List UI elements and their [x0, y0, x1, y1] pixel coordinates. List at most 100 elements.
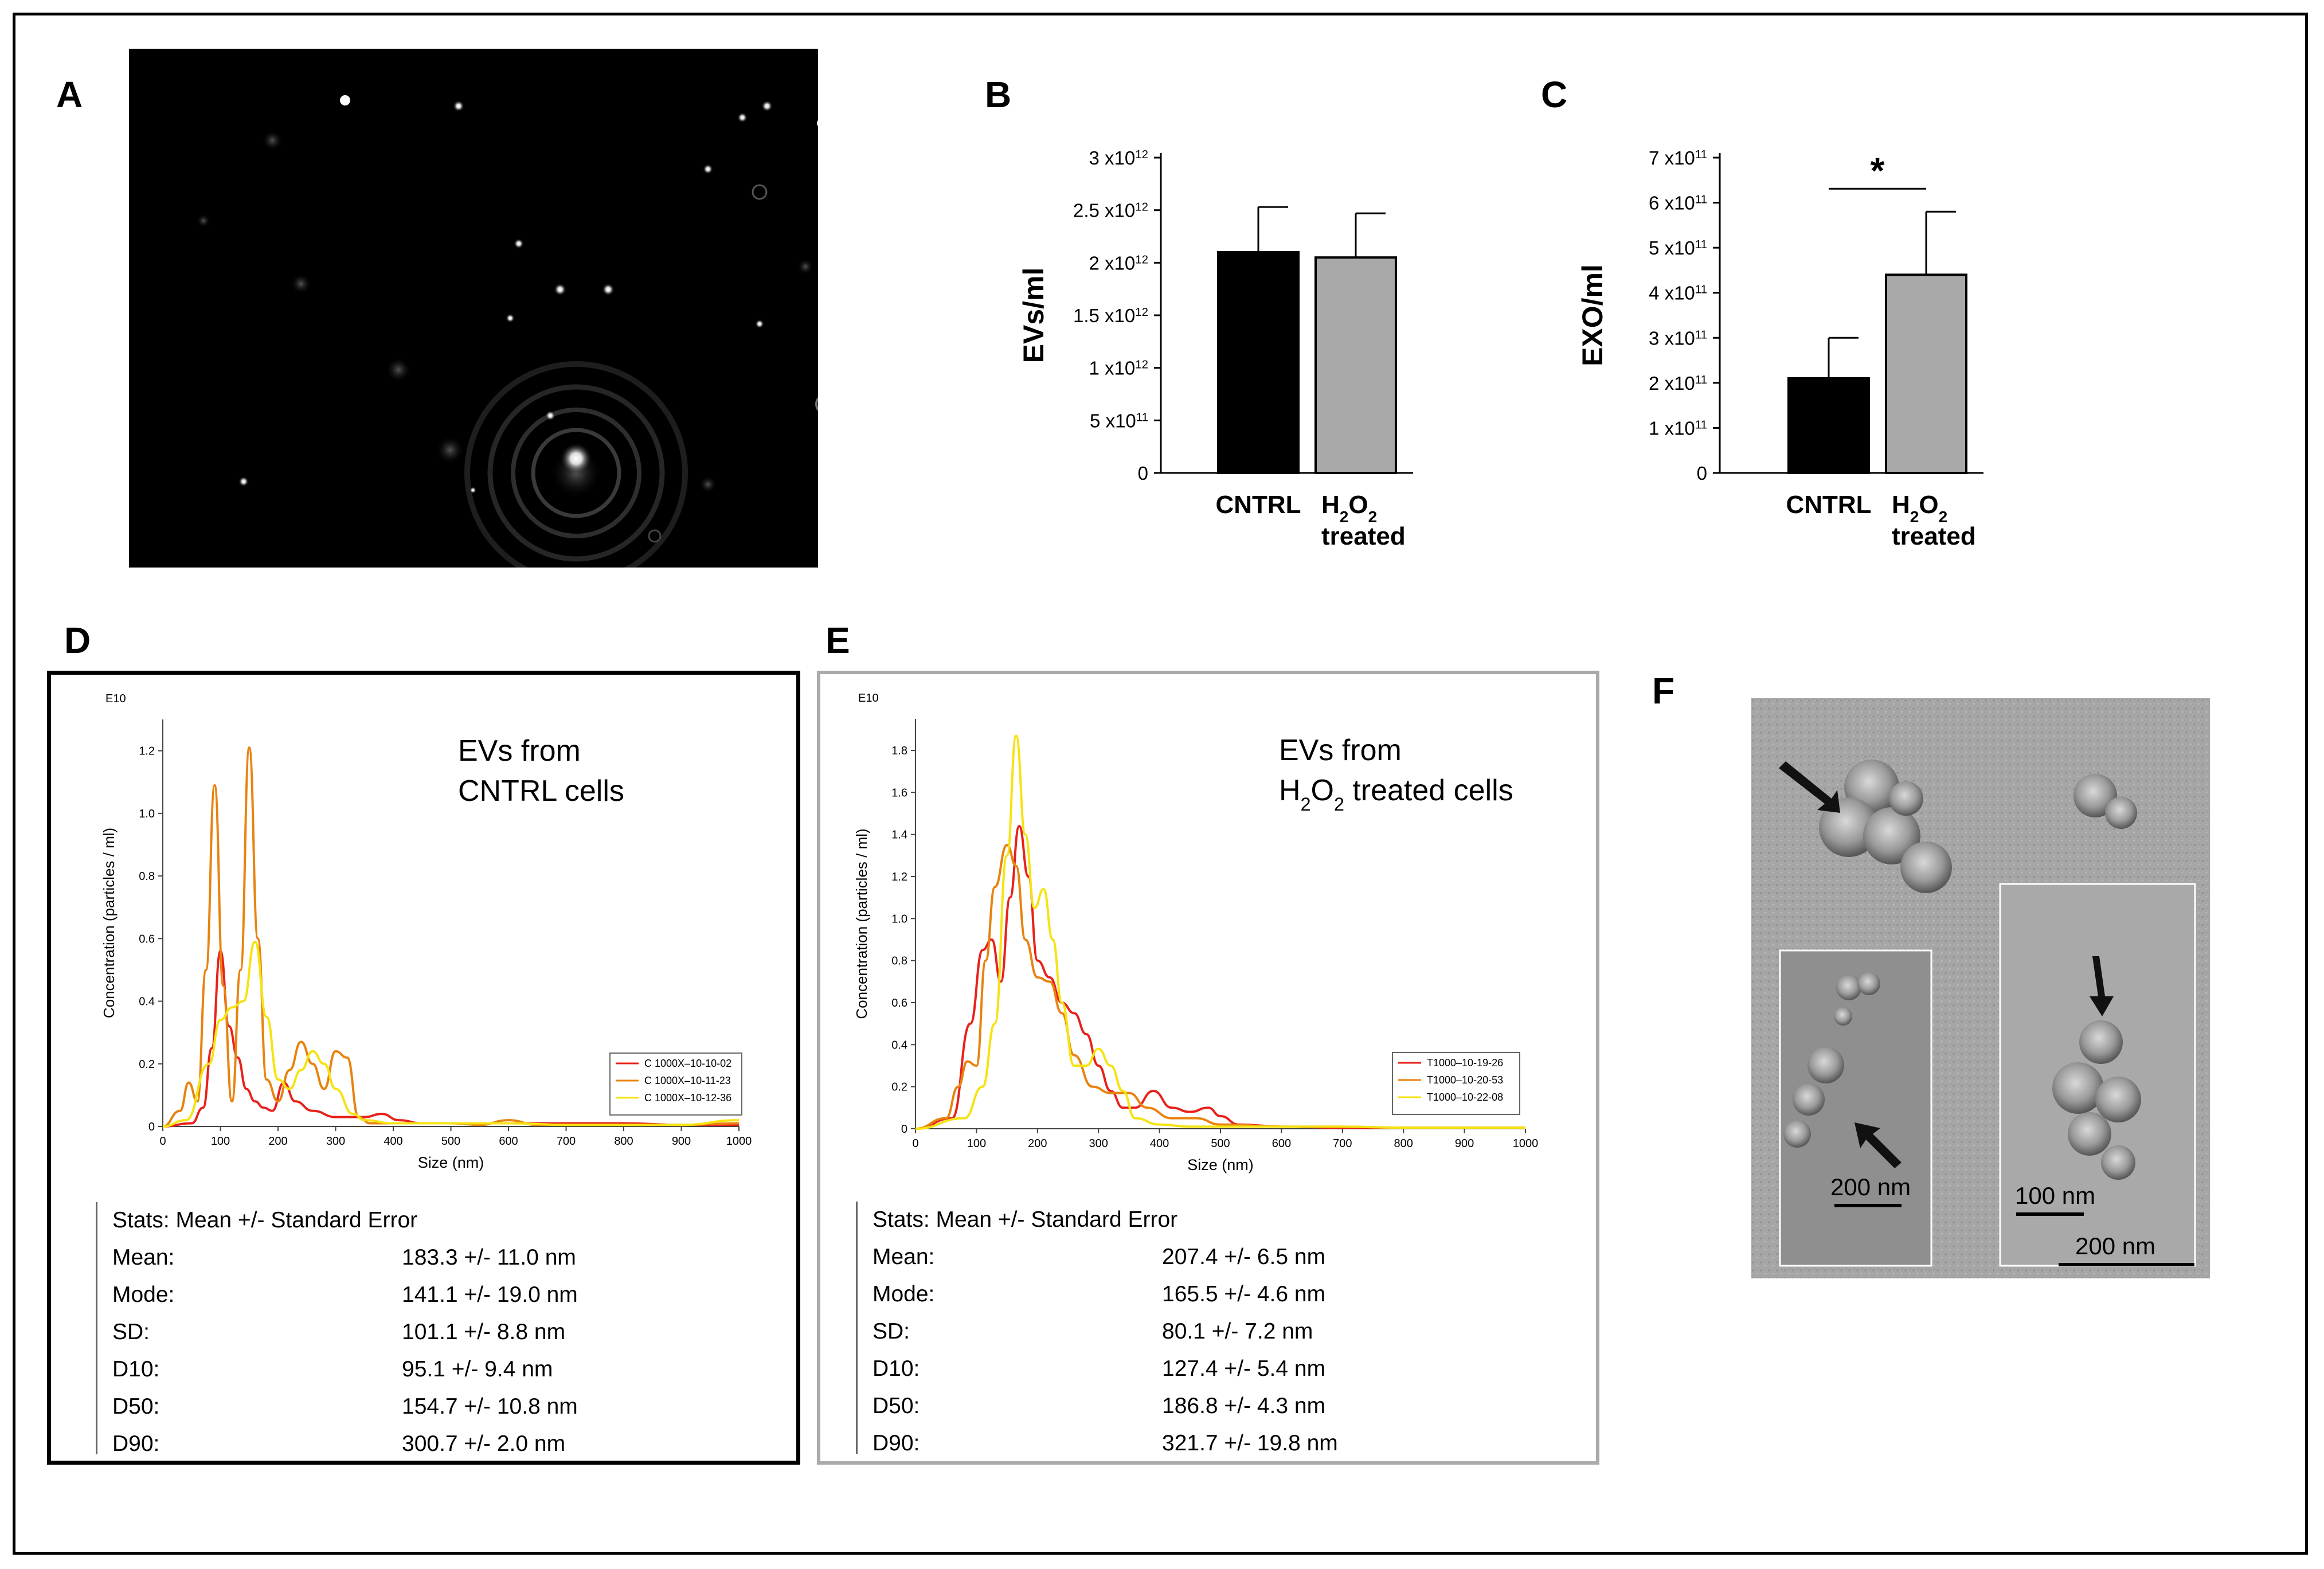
series-line — [915, 734, 1525, 1130]
x-tick-label: CNTRL — [1215, 491, 1301, 519]
x-tick-label: 900 — [672, 1135, 691, 1148]
x-tick-label-line2: treated — [1892, 522, 1976, 550]
x-tick-label: 600 — [1272, 1137, 1291, 1150]
y-tick-label: 0.2 — [139, 1058, 155, 1071]
chart-size-distribution-cntrl: E10 0 0.2 0.4 0.6 0.8 1.0 1.2 0 100 200 300 400 500 60… — [100, 692, 752, 1171]
y-scale-label: E10 — [105, 692, 126, 705]
panel-label-e: E — [825, 620, 850, 661]
x-tick-label: 400 — [384, 1135, 402, 1148]
x-tick-label: H2O2 — [1321, 491, 1377, 526]
stats-table-treated: Stats: Mean +/- Standard Error Mean: 207.… — [856, 1202, 1488, 1455]
series-line — [162, 940, 740, 1128]
x-tick-label: 1000 — [726, 1135, 752, 1148]
y-tick-label: 2.5 x1012 — [1073, 200, 1148, 221]
stats-header: Stats: Mean +/- Standard Error — [873, 1207, 1178, 1232]
x-tick-label: 100 — [967, 1137, 986, 1150]
y-tick-label: 2 x1012 — [1089, 252, 1148, 273]
y-axis-label: Concentration (particles / ml) — [853, 828, 870, 1019]
stats-row: D10: 95.1 +/- 9.4 nm — [112, 1357, 553, 1382]
y-tick-label: 5 x1011 — [1649, 237, 1707, 259]
stats-header: Stats: Mean +/- Standard Error — [112, 1208, 418, 1232]
panel-d-box: E10 0 0.2 0.4 0.6 0.8 1.0 1.2 0 100 200 300 400 500 60… — [47, 671, 800, 1465]
y-tick-label: 0.4 — [891, 1039, 907, 1051]
legend-label: T1000–10-22-08 — [1427, 1091, 1503, 1103]
y-tick-label: 0.6 — [891, 997, 907, 1010]
significance-star: * — [1871, 150, 1885, 191]
y-tick-label: 1.0 — [891, 913, 907, 925]
y-tick-label: 1 x1011 — [1649, 417, 1707, 439]
y-scale-label: E10 — [858, 692, 879, 705]
stats-row: D50: 186.8 +/- 4.3 nm — [873, 1394, 1326, 1418]
x-tick-label: H2O2 — [1892, 491, 1947, 526]
x-tick-label: 500 — [1211, 1137, 1230, 1150]
bar — [1217, 251, 1300, 474]
y-tick-label: 4 x1011 — [1649, 283, 1707, 304]
legend-label: T1000–10-19-26 — [1427, 1057, 1503, 1069]
chart-title: EVs from — [1279, 734, 1402, 767]
scale-label: 200 nm — [1830, 1173, 1911, 1200]
panel-e-box: E10 0 0.2 0.4 0.6 0.8 1.0 1.2 1.4 1.6 1.8 0 100 200 30… — [817, 671, 1599, 1465]
y-axis-label: Concentration (particles / ml) — [100, 828, 118, 1018]
y-tick-label: 1.0 — [139, 808, 155, 820]
scale-label: 100 nm — [2015, 1182, 2095, 1209]
x-tick-label: 500 — [441, 1135, 460, 1148]
y-axis-label: EVs/ml — [1018, 268, 1050, 363]
stats-row: D90: 321.7 +/- 19.8 nm — [873, 1431, 1338, 1455]
stats-row: Mean: 183.3 +/- 11.0 nm — [112, 1245, 576, 1270]
stats-row: SD: 80.1 +/- 7.2 nm — [873, 1319, 1313, 1344]
y-tick-label: 5 x1011 — [1090, 410, 1148, 431]
arrow-icon — [2090, 956, 2114, 1016]
chart-title: H2O2 treated cells — [1279, 774, 1513, 815]
y-tick-label: 6 x1011 — [1649, 193, 1707, 214]
figure-frame — [13, 13, 2308, 1555]
stats-row: D90: 300.7 +/- 2.0 nm — [112, 1431, 566, 1456]
y-tick-label: 0.6 — [139, 933, 155, 945]
nta-particles — [197, 95, 818, 568]
x-tick-label: 300 — [326, 1135, 345, 1148]
legend-box — [1392, 1052, 1520, 1115]
x-tick-label: 100 — [211, 1135, 230, 1148]
arrow-icon — [1854, 1122, 1902, 1168]
stats-row: D50: 154.7 +/- 10.8 nm — [112, 1394, 578, 1419]
x-tick-label: 300 — [1089, 1137, 1108, 1150]
x-tick-label: CNTRL — [1786, 491, 1871, 519]
stats-row: Mode: 141.1 +/- 19.0 nm — [112, 1282, 578, 1307]
y-tick-label: 2 x1011 — [1649, 373, 1707, 394]
stats-row: SD: 101.1 +/- 8.8 nm — [112, 1320, 566, 1344]
panel-label-a: A — [56, 74, 83, 115]
chart-exo-per-ml: 0 1 x1011 2 x1011 3 x1011 4 x1011 5 x1011 6 x1… — [1576, 147, 1983, 550]
nta-microscopy-image — [129, 49, 818, 568]
x-tick-label-line2: treated — [1321, 522, 1406, 550]
legend-label: T1000–10-20-53 — [1427, 1074, 1503, 1086]
y-tick-label: 0.4 — [139, 996, 155, 1008]
y-tick-label: 7 x1011 — [1649, 147, 1707, 169]
y-tick-label: 3 x1011 — [1649, 327, 1707, 349]
x-tick-label: 800 — [614, 1135, 633, 1148]
tem-image: 100 nm 200 nm 200 nm — [1751, 698, 2210, 1278]
stats-row: D10: 127.4 +/- 5.4 nm — [873, 1356, 1326, 1381]
x-tick-label: 200 — [1028, 1137, 1047, 1150]
legend-label: C 1000X–10-11-23 — [644, 1075, 731, 1086]
bar — [1314, 256, 1397, 475]
y-tick-label: 1.6 — [891, 787, 907, 799]
panel-label-d: D — [64, 620, 91, 661]
y-tick-label: 3 x1012 — [1089, 147, 1148, 169]
legend-label: C 1000X–10-12-36 — [644, 1092, 731, 1104]
stats-table-cntrl: Stats: Mean +/- Standard Error Mean: 183.… — [96, 1202, 728, 1456]
chart-evs-per-ml: 0 5 x1011 1 x1012 1.5 x1012 2 x1012 2.5 x1012… — [1018, 147, 1413, 550]
y-tick-label: 1.8 — [891, 745, 907, 757]
y-tick-label: 1.4 — [891, 829, 907, 842]
stats-row: Mode: 165.5 +/- 4.6 nm — [873, 1282, 1326, 1306]
x-axis-label: Size (nm) — [418, 1154, 484, 1171]
y-tick-label: 1 x1012 — [1089, 358, 1148, 379]
chart-title: CNTRL cells — [458, 774, 624, 808]
panel-label-f: F — [1652, 670, 1675, 711]
y-tick-label: 0 — [1138, 463, 1148, 484]
arrow-icon — [1779, 761, 1840, 813]
x-tick-label: 700 — [557, 1135, 576, 1148]
x-tick-label: 400 — [1150, 1137, 1169, 1150]
x-axis-label: Size (nm) — [1187, 1156, 1254, 1173]
scale-label: 200 nm — [2075, 1232, 2155, 1259]
y-tick-label: 0.8 — [139, 870, 155, 883]
legend-label: C 1000X–10-10-02 — [644, 1058, 731, 1069]
